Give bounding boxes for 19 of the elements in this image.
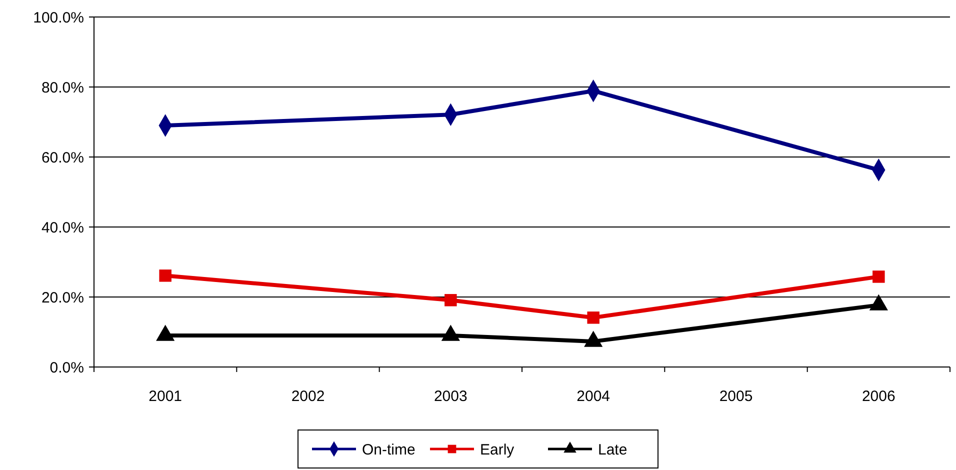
legend-label: On-time bbox=[362, 441, 416, 458]
legend-label: Early bbox=[480, 441, 515, 458]
point bbox=[441, 324, 460, 341]
point bbox=[869, 294, 888, 310]
y-tick-label: 0.0% bbox=[50, 359, 84, 376]
x-tick-label: 2001 bbox=[148, 388, 182, 405]
y-tick-label: 100.0% bbox=[33, 9, 84, 26]
legend-label: Late bbox=[598, 441, 628, 458]
x-tick-label: 2002 bbox=[291, 388, 325, 405]
point bbox=[584, 330, 603, 347]
x-tick-label: 2004 bbox=[576, 388, 610, 405]
y-tick-label: 20.0% bbox=[41, 289, 84, 306]
y-tick-label: 40.0% bbox=[41, 219, 84, 236]
x-tick-label: 2003 bbox=[434, 388, 468, 405]
y-tick-label: 60.0% bbox=[41, 149, 84, 166]
x-tick-label: 2005 bbox=[719, 388, 753, 405]
y-tick-label: 80.0% bbox=[41, 79, 84, 96]
x-tick-label: 2006 bbox=[862, 388, 896, 405]
point bbox=[156, 324, 175, 341]
